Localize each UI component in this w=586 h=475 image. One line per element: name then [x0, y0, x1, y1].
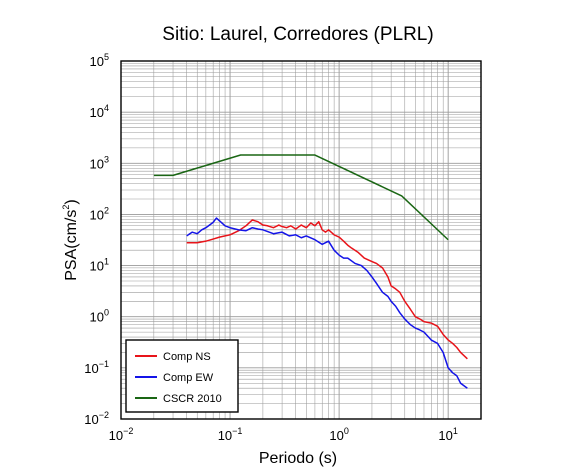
y-tick-exponent: −1: [99, 359, 109, 369]
y-tick-label: 100: [90, 308, 109, 325]
y-tick-label: 10−2: [84, 410, 109, 427]
y-tick-label: 105: [90, 52, 109, 69]
y-axis-label-close: ): [63, 199, 80, 204]
legend-label-cscr: CSCR 2010: [163, 393, 222, 405]
series-lines: [153, 154, 468, 389]
chart-title: Sitio: Laurel, Corredores (PLRL): [162, 24, 433, 45]
series-line-comp-ns: [186, 219, 468, 360]
y-tick-base: 10: [90, 310, 104, 325]
grid: [120, 60, 482, 420]
x-tick-exponent: −2: [123, 426, 133, 436]
legend-label-ns: Comp NS: [163, 351, 211, 363]
legend-label-ew: Comp EW: [163, 372, 214, 384]
y-tick-exponent: 3: [104, 154, 109, 164]
y-tick-label: 101: [90, 257, 109, 274]
y-tick-base: 10: [90, 259, 104, 274]
y-tick-label: 104: [90, 103, 109, 120]
legend: Comp NS Comp EW CSCR 2010: [125, 339, 239, 413]
x-tick-labels: 10−2 10−1 100 101: [109, 426, 458, 443]
y-tick-exponent: 5: [104, 52, 109, 62]
x-tick-exponent: −1: [232, 426, 242, 436]
x-tick-base: 10: [438, 428, 452, 443]
x-tick-label: 100: [329, 426, 348, 443]
y-tick-base: 10: [84, 361, 98, 376]
x-tick-label: 10−2: [109, 426, 134, 443]
y-tick-exponent: 0: [104, 308, 109, 318]
x-tick-base: 10: [218, 428, 232, 443]
x-tick-label: 10−1: [218, 426, 243, 443]
y-tick-base: 10: [90, 54, 104, 69]
y-tick-base: 10: [90, 105, 104, 120]
x-tick-exponent: 1: [453, 426, 458, 436]
y-tick-base: 10: [90, 156, 104, 171]
x-tick-base: 10: [329, 428, 343, 443]
y-tick-exponent: 4: [104, 103, 109, 113]
x-axis-label: Periodo (s): [259, 450, 337, 467]
y-axis-label: PSA(cm/s2): [61, 199, 80, 280]
y-tick-label: 10−1: [84, 359, 109, 376]
y-axis-label-sup: 2: [61, 205, 71, 210]
x-tick-base: 10: [109, 428, 123, 443]
series-line-cscr-2010: [153, 154, 449, 241]
y-tick-exponent: 2: [104, 205, 109, 215]
x-tick-label: 101: [438, 426, 457, 443]
y-axis-label-base: PSA(cm/s: [63, 210, 80, 281]
y-tick-base: 10: [90, 207, 104, 222]
y-tick-base: 10: [84, 412, 98, 427]
y-tick-label: 102: [90, 205, 109, 222]
series-line-comp-ew: [186, 217, 468, 389]
plot-frame: [120, 60, 482, 420]
y-tick-exponent: −2: [99, 410, 109, 420]
y-tick-label: 103: [90, 154, 109, 171]
x-tick-exponent: 0: [344, 426, 349, 436]
y-tick-exponent: 1: [104, 257, 109, 267]
